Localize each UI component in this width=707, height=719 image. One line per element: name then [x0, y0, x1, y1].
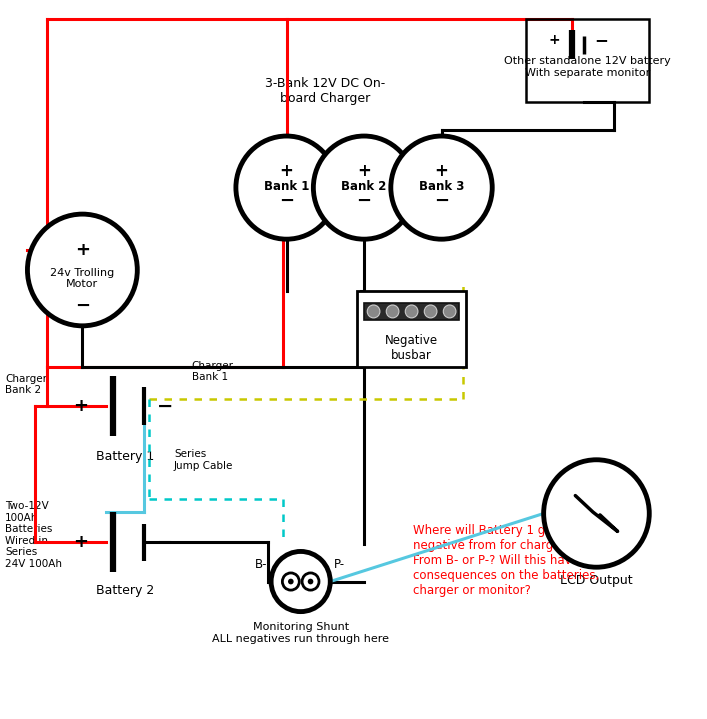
Text: Charger
Bank 1: Charger Bank 1 — [192, 361, 233, 383]
Circle shape — [386, 305, 399, 318]
Text: −: − — [595, 31, 608, 49]
Bar — [357, 291, 466, 367]
Text: Other standalone 12V battery
With separate monitor: Other standalone 12V battery With separa… — [504, 56, 671, 78]
Text: LCD Output: LCD Output — [560, 574, 633, 587]
Circle shape — [367, 305, 380, 318]
Text: P-: P- — [334, 559, 345, 572]
Circle shape — [302, 573, 319, 590]
Text: Negative
busbar: Negative busbar — [385, 334, 438, 362]
Circle shape — [308, 579, 313, 585]
Text: +: + — [73, 533, 88, 551]
Text: −: − — [434, 191, 449, 209]
Text: +: + — [75, 242, 90, 260]
Circle shape — [424, 305, 437, 318]
Text: +: + — [73, 397, 88, 415]
Text: −: − — [156, 533, 173, 551]
Circle shape — [271, 551, 330, 612]
Text: Bank 2: Bank 2 — [341, 180, 387, 193]
Text: 3-Bank 12V DC On-
board Charger: 3-Bank 12V DC On- board Charger — [265, 77, 385, 105]
Bar — [364, 303, 459, 320]
Text: −: − — [356, 191, 372, 209]
Text: Two-12V
100Ah
Batteries
Wired in
Series
24V 100Ah: Two-12V 100Ah Batteries Wired in Series … — [5, 501, 62, 569]
Circle shape — [313, 136, 415, 239]
Text: 24v Trolling
Motor: 24v Trolling Motor — [50, 267, 115, 289]
Text: Monitoring Shunt
ALL negatives run through here: Monitoring Shunt ALL negatives run throu… — [212, 623, 389, 644]
Text: Where will Battery 1 get its
negative from for charging?
From B- or P-? Will thi: Where will Battery 1 get its negative fr… — [414, 524, 604, 597]
Circle shape — [28, 214, 137, 326]
Text: Battery 1: Battery 1 — [95, 451, 153, 464]
Text: Bank 1: Bank 1 — [264, 180, 309, 193]
Text: Bank 3: Bank 3 — [419, 180, 464, 193]
Circle shape — [544, 459, 649, 567]
Text: Charger
Bank 2: Charger Bank 2 — [5, 374, 47, 395]
Text: −: − — [279, 191, 294, 209]
Text: +: + — [435, 162, 448, 180]
Circle shape — [405, 305, 418, 318]
Text: −: − — [156, 397, 173, 416]
Text: B-: B- — [255, 559, 267, 572]
Text: +: + — [549, 33, 560, 47]
Text: Battery 2: Battery 2 — [95, 584, 153, 597]
Text: Series
Jump Cable: Series Jump Cable — [174, 449, 233, 471]
Bar — [526, 19, 649, 101]
Circle shape — [288, 579, 293, 585]
Circle shape — [443, 305, 456, 318]
Circle shape — [236, 136, 337, 239]
Text: +: + — [357, 162, 371, 180]
Text: +: + — [280, 162, 293, 180]
Circle shape — [391, 136, 492, 239]
Circle shape — [282, 573, 299, 590]
Text: −: − — [75, 297, 90, 316]
